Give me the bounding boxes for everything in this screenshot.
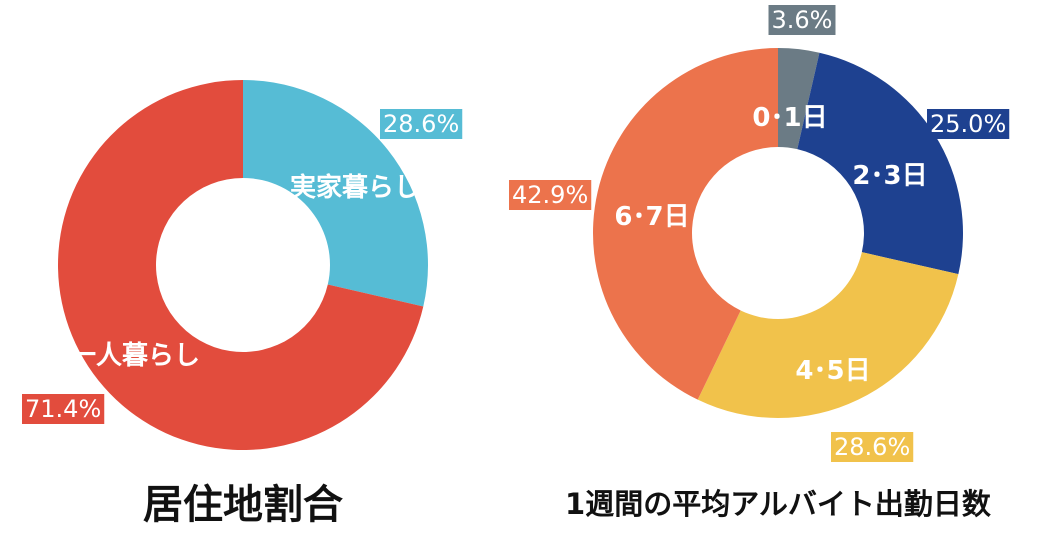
chart-weekly-workdays: 0･1日 2･3日 4･5日 6･7日 3.6% 25.0% 28.6% 42.9% 1週間…	[509, 5, 1010, 521]
donut-slice	[243, 80, 429, 307]
percent-label: 28.6%	[834, 433, 910, 461]
donut-slice	[697, 252, 959, 418]
percent-badge-bg	[509, 180, 592, 210]
percent-label: 71.4%	[25, 395, 101, 423]
slice-label: 6･7日	[614, 202, 689, 232]
percent-badge: 28.6%	[380, 109, 463, 139]
slice-label: 2･3日	[852, 161, 927, 191]
percent-badge: 25.0%	[927, 109, 1010, 139]
percent-label: 3.6%	[772, 6, 833, 34]
percent-badge-bg	[380, 109, 463, 139]
percent-badge-bg	[22, 394, 105, 424]
percent-label: 42.9%	[512, 181, 588, 209]
donut-slice	[593, 48, 778, 400]
percent-badge: 3.6%	[768, 5, 836, 35]
percent-badge-bg	[768, 5, 836, 35]
slice-label: 一人暮らし	[70, 341, 200, 371]
slice-label: 0･1日	[752, 103, 827, 133]
donut-slice	[797, 52, 963, 275]
percent-badge: 71.4%	[22, 394, 105, 424]
percent-badge-bg	[831, 432, 914, 462]
percent-label: 25.0%	[930, 110, 1006, 138]
donut-slice	[58, 80, 424, 450]
slice-label: 実家暮らし	[290, 172, 420, 203]
percent-badge-bg	[927, 109, 1010, 139]
slice-label: 4･5日	[795, 356, 870, 386]
percent-label: 28.6%	[383, 110, 459, 138]
chart-title-residence: 居住地割合	[143, 482, 343, 528]
percent-badge: 42.9%	[509, 180, 592, 210]
percent-badge: 28.6%	[831, 432, 914, 462]
donut-slice	[778, 48, 820, 150]
chart-title-workdays: 1週間の平均アルバイト出勤日数	[565, 487, 992, 521]
